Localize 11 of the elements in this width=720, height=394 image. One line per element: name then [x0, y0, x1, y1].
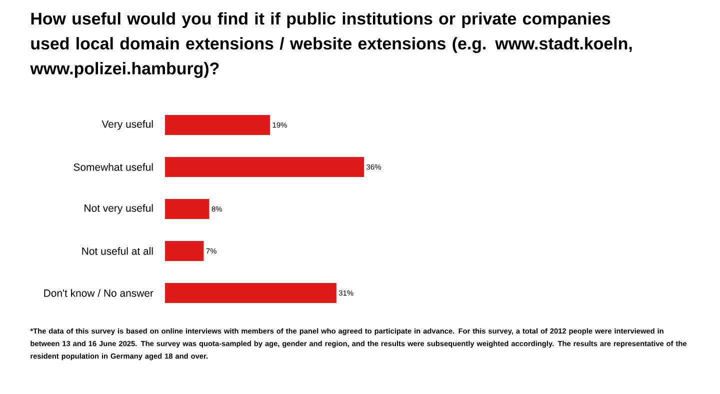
- chart-title: How useful would you find it if public institutions or private companies used local domain extensions / website extensions (e.g. www.stadt.koeln, www.polizei.hamburg)?: [30, 12, 632, 78]
- y-tick-label: Somewhat useful: [74, 163, 153, 171]
- y-tick-label: Very useful: [102, 120, 153, 130]
- bar: [165, 199, 210, 219]
- y-tick-label: Don't know / No answer: [44, 289, 154, 297]
- bar: [165, 241, 204, 261]
- bar: [165, 283, 336, 303]
- y-tick-label: Not useful at all: [82, 247, 153, 255]
- bar: [165, 115, 270, 135]
- bar: [165, 157, 364, 177]
- y-tick-label: Not very useful: [84, 204, 153, 214]
